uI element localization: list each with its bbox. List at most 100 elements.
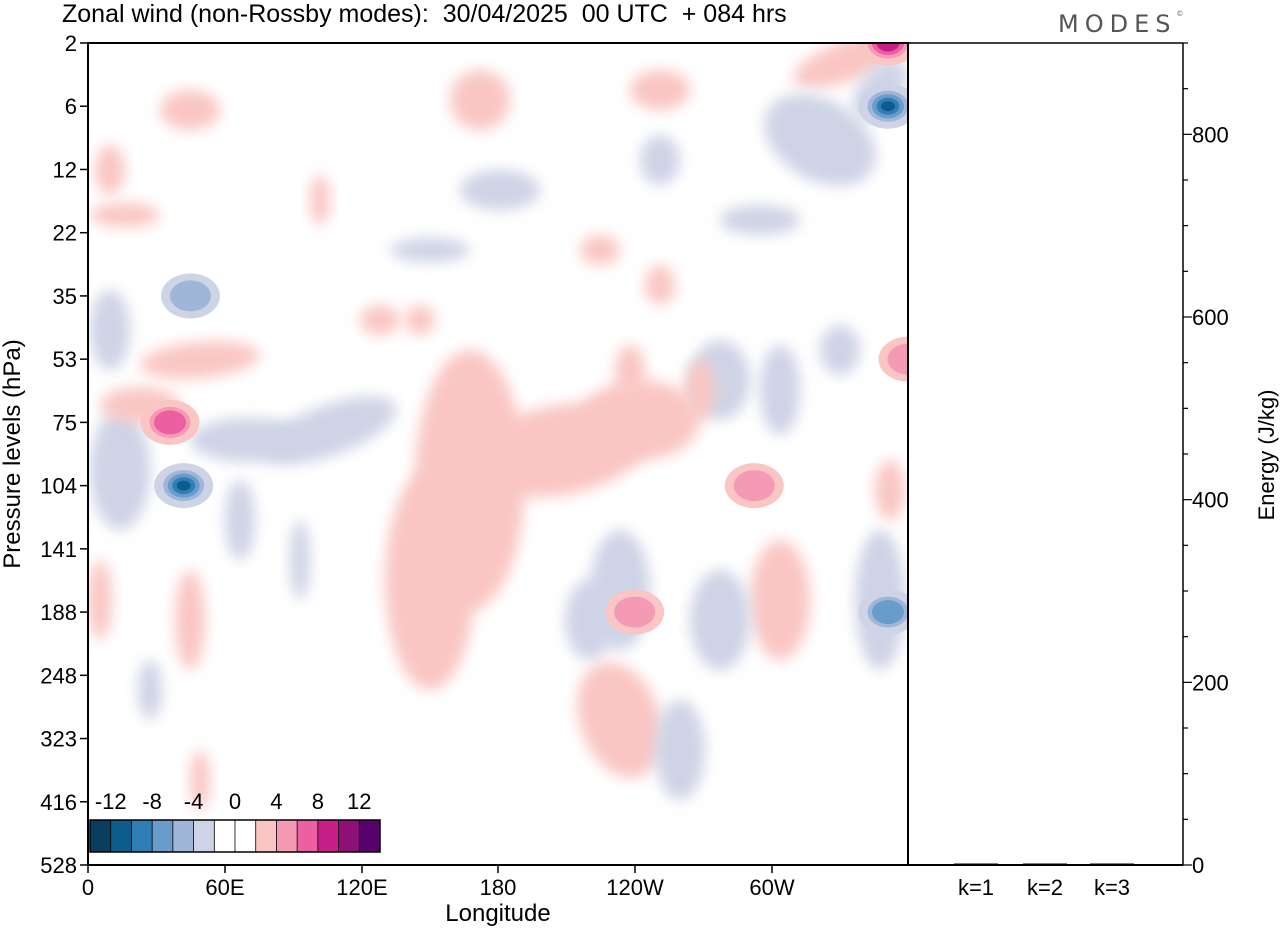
contour-blob <box>190 750 210 810</box>
contour-blob <box>88 560 112 640</box>
contour-blob <box>615 345 645 395</box>
contour-blob <box>764 94 876 186</box>
logo-text: MODES <box>1058 10 1177 38</box>
x-tick-label: 60E <box>205 875 244 900</box>
contour-blob <box>385 470 475 690</box>
contour-core <box>887 343 908 375</box>
energy-bar-chart: 0 200 400 600 800 Energy (J/kg) k=1 k=2 k=3 <box>908 42 1279 900</box>
y-tick-label: 188 <box>40 600 77 625</box>
colorbar-swatch <box>193 820 215 852</box>
contour-blob <box>190 418 310 462</box>
contour-blob <box>750 540 810 660</box>
colorbar-label: 8 <box>312 789 324 814</box>
contour-blob <box>460 170 540 210</box>
contour-core <box>154 410 186 435</box>
colorbar-swatch <box>276 820 298 852</box>
y-tick-label: 6 <box>65 94 77 119</box>
energy-axis-label: Energy (J/kg) <box>1254 390 1279 521</box>
x-tick-label: 180 <box>480 875 517 900</box>
contour-blob <box>875 460 905 520</box>
x-tick-label: 0 <box>82 875 94 900</box>
contour-blob <box>138 660 162 720</box>
contour-blob <box>720 205 800 235</box>
contour-blob <box>290 520 310 600</box>
colorbar-swatch <box>359 820 381 852</box>
x-tick-label: 120E <box>336 875 387 900</box>
colorbar-swatch <box>255 820 277 852</box>
x-tick-label: 120W <box>606 875 664 900</box>
heatmap-axes: 0 60E 120E 180 120W 60W Longitude 2 6 12 22 35 53 75 1… <box>0 31 909 927</box>
energy-tick-label: 200 <box>1192 670 1229 695</box>
colorbar-label: 4 <box>270 789 282 814</box>
y-tick-label: 104 <box>40 474 77 499</box>
contour-blob <box>690 570 750 670</box>
y-tick-label: 323 <box>40 727 77 752</box>
energy-tick-label: 600 <box>1192 305 1229 330</box>
x-axis-label: Longitude <box>445 900 550 927</box>
contour-blob <box>90 203 160 227</box>
contour-core <box>872 600 904 625</box>
contour-blob <box>580 380 700 460</box>
colorbar-swatch <box>90 820 112 852</box>
chart-title: Zonal wind (non-Rossby modes): 30/04/202… <box>62 0 787 28</box>
colorbar-label: -12 <box>95 789 127 814</box>
contour-blob <box>225 480 255 560</box>
colorbar-swatch <box>214 820 236 852</box>
contour-blob <box>685 360 715 420</box>
contour-blob <box>630 70 690 110</box>
y-tick-label: 75 <box>53 410 77 435</box>
energy-category-label: k=2 <box>1027 875 1063 900</box>
energy-category-label: k=3 <box>1094 875 1130 900</box>
energy-tick-label: 800 <box>1192 122 1229 147</box>
contour-blob <box>577 661 663 779</box>
energy-tick-label: 0 <box>1192 853 1204 878</box>
colorbar-label: -4 <box>184 789 204 814</box>
contour-blob <box>90 290 130 370</box>
y-tick-label: 12 <box>53 157 77 182</box>
y-tick-label: 35 <box>53 284 77 309</box>
contour-blob <box>565 580 615 660</box>
contour-core <box>881 101 895 112</box>
zonal-wind-heatmap <box>88 43 908 865</box>
contour-blob <box>160 90 220 130</box>
contour-blob <box>760 345 800 435</box>
y-tick-label: 141 <box>40 537 77 562</box>
contour-blob <box>90 410 150 530</box>
contour-blob <box>640 135 680 185</box>
modes-logo: MODES© <box>1058 10 1183 38</box>
colorbar-swatch <box>317 820 339 852</box>
contour-core <box>614 596 656 628</box>
colorbar-swatch <box>338 820 360 852</box>
contour-blob <box>450 70 510 130</box>
energy-tick-label: 400 <box>1192 488 1229 513</box>
colorbar: -12 -8 -4 0 4 8 12 <box>89 789 381 853</box>
colorbar-swatch <box>110 820 132 852</box>
contour-blob <box>405 305 435 335</box>
energy-bar <box>954 863 998 865</box>
contour-core <box>176 480 191 491</box>
x-tick-label: 60W <box>749 875 794 900</box>
y-tick-label: 2 <box>65 31 77 56</box>
colorbar-swatch <box>172 820 194 852</box>
y-axis-label: Pressure levels (hPa) <box>0 339 26 568</box>
contour-core <box>876 43 900 52</box>
colorbar-label: 0 <box>229 789 241 814</box>
contour-blob <box>175 570 205 670</box>
contour-blob <box>140 341 260 379</box>
contour-blob <box>820 325 860 375</box>
y-tick-label: 416 <box>40 790 77 815</box>
colorbar-swatch <box>152 820 174 852</box>
contour-blob <box>360 305 400 335</box>
energy-category-label: k=1 <box>958 875 994 900</box>
y-tick-label: 248 <box>40 663 77 688</box>
colorbar-label: 12 <box>347 789 371 814</box>
energy-bar <box>1090 863 1134 865</box>
contour-blob <box>645 265 675 305</box>
colorbar-swatch <box>131 820 153 852</box>
colorbar-label: -8 <box>142 789 162 814</box>
energy-bar <box>1023 863 1067 865</box>
contour-blob <box>580 235 620 265</box>
contour-blob <box>390 238 470 262</box>
contour-blob <box>310 175 330 225</box>
